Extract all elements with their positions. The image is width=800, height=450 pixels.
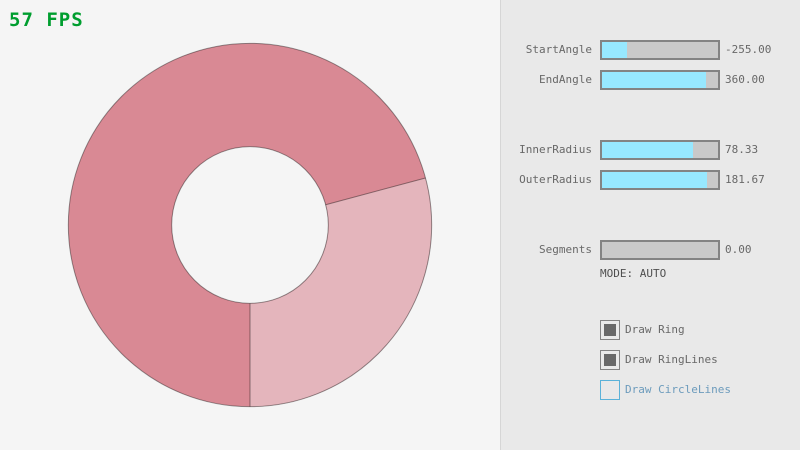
outer-radius-value: 181.67 [725,173,765,186]
draw-ringlines-label: Draw RingLines [625,353,718,366]
segments-mode-text: MODE: AUTO [600,267,667,280]
draw-ringlines-checkbox[interactable] [600,350,620,370]
start-angle-label: StartAngle [525,43,592,56]
outer-radius-label: OuterRadius [519,173,592,186]
fps-counter: 57 FPS [9,9,84,31]
inner-radius-slider-fill [602,142,693,158]
ring-outline-outer [67,42,433,408]
draw-ring-check-icon [604,324,616,336]
draw-circlelines-label: Draw CircleLines [625,383,731,396]
draw-ring-checkbox[interactable] [600,320,620,340]
start-angle-slider[interactable] [600,40,720,60]
segments-value: 0.00 [725,243,752,256]
ring-outline-inner [171,146,329,304]
draw-circlelines-checkbox[interactable] [600,380,620,400]
end-angle-value: 360.00 [725,73,765,86]
inner-radius-slider[interactable] [600,140,720,160]
inner-radius-label: InnerRadius [519,143,592,156]
start-angle-value: -255.00 [725,43,772,56]
segments-label: Segments [539,243,592,256]
ring-fill-single-pass [250,177,432,407]
draw-ringlines-check-icon [604,354,616,366]
outer-radius-slider-fill [602,172,707,188]
ring-line-start-angle [325,177,426,206]
end-angle-slider-fill [602,72,706,88]
end-angle-label: EndAngle [539,73,592,86]
draw-ring-label: Draw Ring [625,323,685,336]
segments-slider[interactable] [600,240,720,260]
start-angle-slider-fill [602,42,627,58]
end-angle-slider[interactable] [600,70,720,90]
outer-radius-slider[interactable] [600,170,720,190]
inner-radius-value: 78.33 [725,143,759,156]
